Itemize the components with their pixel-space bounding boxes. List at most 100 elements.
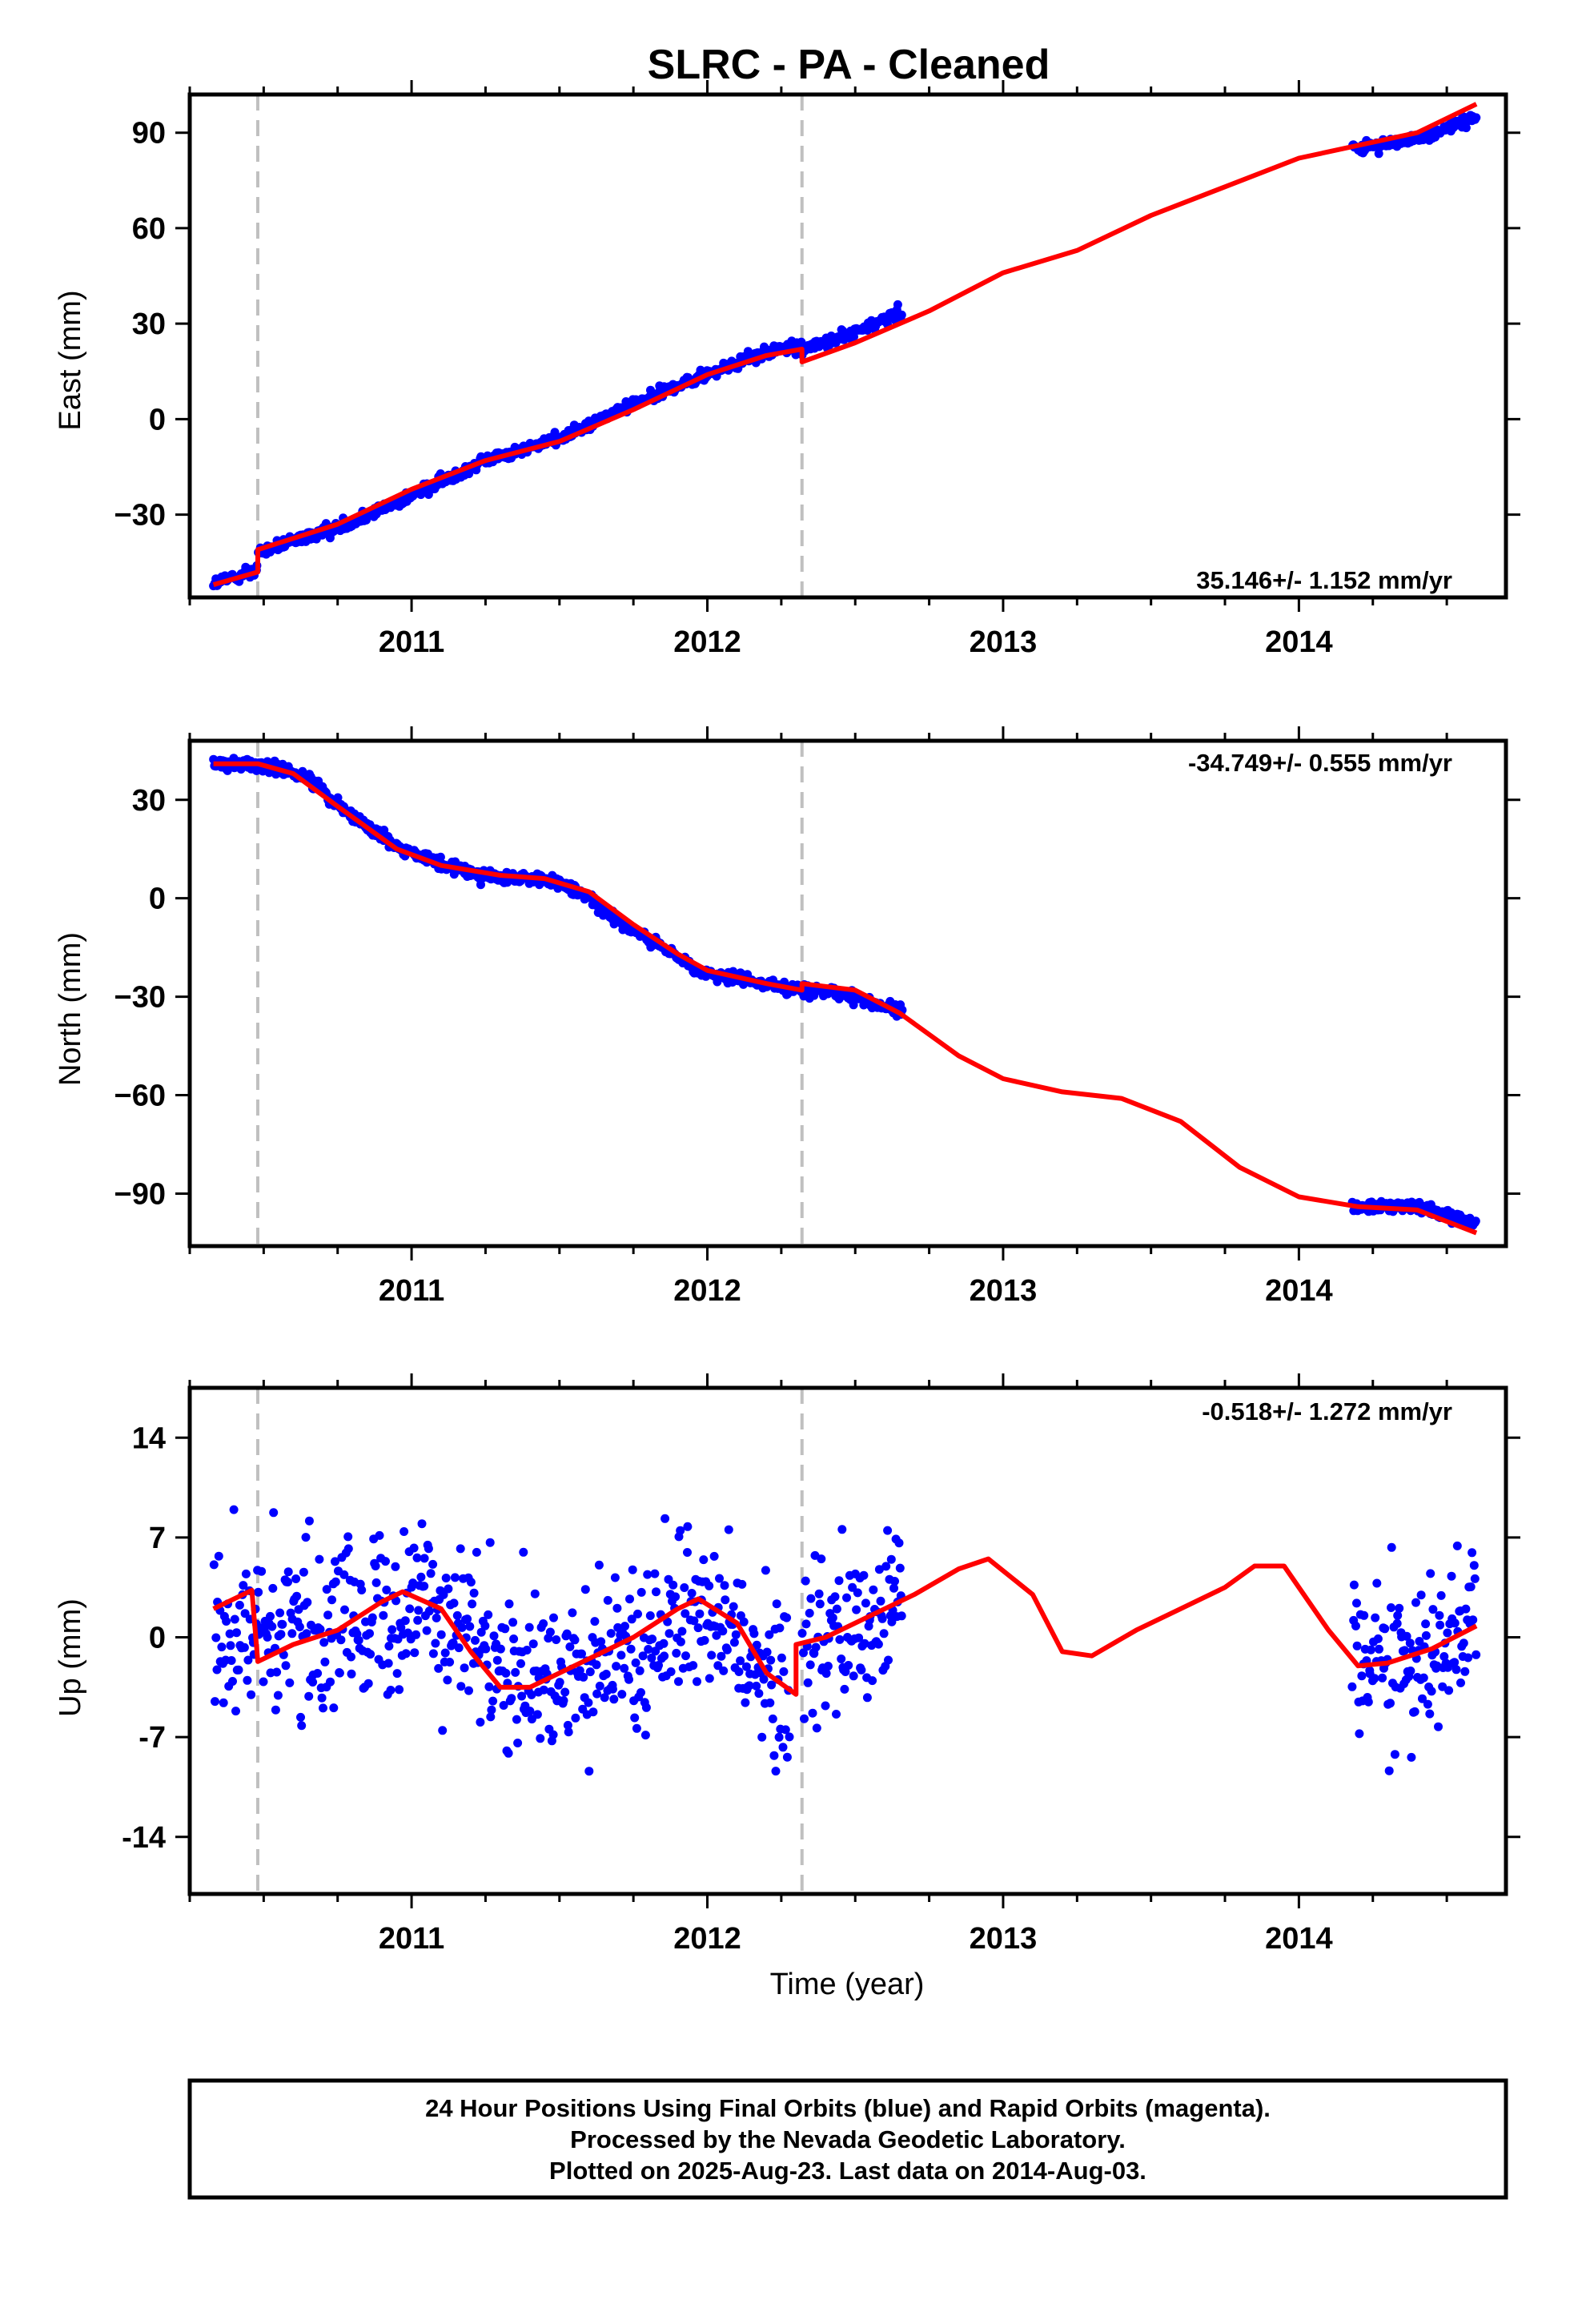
data-point (768, 1714, 777, 1723)
data-point (381, 1557, 390, 1566)
data-point (771, 1767, 781, 1776)
y-tick-label: 14 (132, 1421, 166, 1455)
data-point (767, 1680, 777, 1690)
data-point (803, 1678, 813, 1687)
data-point (620, 1622, 629, 1631)
data-point (227, 1656, 236, 1665)
data-point (808, 1708, 817, 1718)
data-point (428, 1649, 438, 1659)
data-point (504, 1599, 514, 1609)
data-point (894, 1538, 904, 1548)
data-point (1472, 1650, 1481, 1659)
data-point (452, 1610, 462, 1620)
data-point (1456, 1678, 1465, 1687)
up-data-points (209, 1505, 1481, 1776)
data-point (1428, 1605, 1438, 1614)
data-point (785, 1732, 794, 1742)
up-model-line (212, 1556, 1478, 1697)
data-point (842, 1593, 851, 1602)
data-point (1444, 1686, 1454, 1695)
east-y-axis-label: East (mm) (54, 290, 87, 430)
data-point (705, 1674, 714, 1683)
data-point (513, 1739, 523, 1747)
east-model-line (212, 102, 1478, 587)
up-plot-frame (187, 1385, 1508, 1896)
data-point (426, 1569, 436, 1578)
data-point (868, 1676, 877, 1686)
data-point (736, 1656, 745, 1666)
data-point (580, 1585, 590, 1594)
data-point (852, 1605, 861, 1614)
data-point (815, 1599, 825, 1609)
data-point (1386, 1699, 1395, 1708)
data-point (292, 1591, 302, 1601)
data-point (466, 1578, 476, 1587)
data-point (859, 1570, 869, 1580)
data-point (594, 1560, 604, 1570)
data-point (782, 1613, 792, 1622)
data-point (222, 1617, 231, 1626)
data-point (625, 1594, 634, 1604)
data-point (759, 1675, 769, 1684)
data-point (745, 1681, 754, 1691)
data-point (650, 1569, 660, 1578)
data-point (471, 1635, 480, 1645)
data-point (739, 1617, 749, 1626)
data-point (603, 1595, 612, 1605)
data-point (854, 1633, 864, 1642)
data-point (472, 1547, 481, 1557)
data-point (715, 1574, 724, 1583)
x-tick-label: 2014 (1265, 1922, 1333, 1956)
data-point (721, 1595, 730, 1605)
data-point (524, 1622, 534, 1632)
data-point (719, 1666, 729, 1675)
data-point (267, 1622, 277, 1631)
data-point (840, 1684, 849, 1694)
data-point (636, 1587, 646, 1597)
data-point (392, 1669, 402, 1679)
data-point (367, 1613, 377, 1622)
data-point (559, 1696, 568, 1705)
data-point (266, 1611, 275, 1621)
data-point (234, 1665, 243, 1675)
data-point (1421, 1619, 1431, 1629)
data-point (1423, 1699, 1432, 1709)
data-point (1460, 1667, 1470, 1676)
data-point (516, 1659, 525, 1668)
data-point (313, 1669, 323, 1678)
data-point (315, 1625, 325, 1634)
data-point (741, 1662, 751, 1671)
data-point (480, 1621, 490, 1630)
north-model-line (213, 761, 1478, 1236)
data-point (343, 1532, 353, 1542)
data-point (699, 1555, 709, 1565)
data-point (609, 1695, 619, 1704)
data-point (766, 1655, 776, 1665)
data-point (681, 1609, 690, 1618)
data-point (811, 1642, 821, 1652)
data-point (436, 852, 445, 862)
data-point (469, 1588, 479, 1598)
data-point (1459, 1638, 1468, 1648)
data-point (765, 1698, 775, 1707)
data-point (606, 1629, 616, 1638)
data-point (761, 1566, 770, 1575)
data-point (552, 1635, 561, 1644)
data-point (500, 1624, 510, 1634)
data-point (457, 1622, 467, 1632)
data-point (400, 1616, 410, 1626)
data-point (631, 1658, 640, 1667)
data-point (674, 1677, 683, 1687)
data-point (775, 1623, 785, 1633)
data-point (1387, 1542, 1396, 1552)
data-point (229, 1505, 239, 1514)
data-point (302, 1629, 311, 1638)
data-point (1416, 1590, 1426, 1600)
east-rate-label: 35.146+/- 1.152 mm/yr (1196, 566, 1452, 594)
data-point (676, 1526, 685, 1535)
data-point (1405, 1638, 1415, 1648)
data-point (1352, 1598, 1361, 1608)
data-point (272, 1667, 282, 1677)
data-point (654, 1661, 663, 1670)
data-point (304, 1691, 314, 1701)
